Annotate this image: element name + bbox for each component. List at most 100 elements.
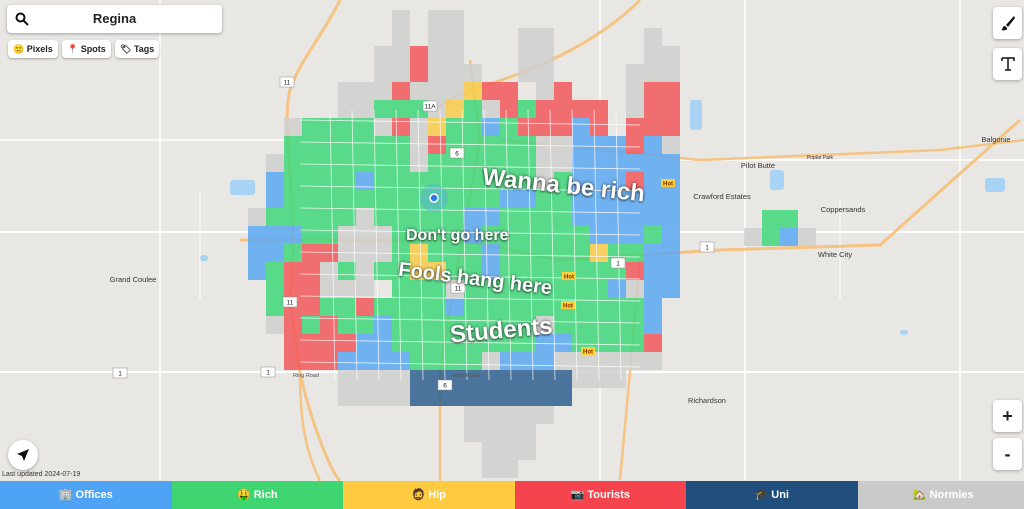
map-cell <box>536 136 554 154</box>
map-cell <box>662 280 680 298</box>
map-cell <box>356 154 374 172</box>
map: Pilot Butte Balgonie Crawford Estates Coppe… <box>0 0 1024 481</box>
category-tab[interactable]: 🤑 Rich <box>171 481 343 509</box>
map-cell <box>608 298 626 316</box>
map-tag[interactable]: Don't go here <box>406 227 509 244</box>
category-tab[interactable]: 🏡 Normies <box>857 481 1024 509</box>
map-cell <box>554 118 572 136</box>
map-cell <box>482 154 500 172</box>
place-label: Crawford Estates <box>693 192 751 201</box>
map-cell <box>446 298 464 316</box>
map-cell <box>662 262 680 280</box>
map-cell <box>410 334 428 352</box>
map-cell <box>482 388 500 406</box>
map-cell <box>374 82 392 100</box>
map-cell <box>572 172 590 190</box>
shield-box <box>279 76 295 88</box>
map-cell <box>644 226 662 244</box>
shield-box <box>437 379 453 391</box>
place-label: Coppersands <box>821 205 866 214</box>
locate-button[interactable] <box>8 440 38 470</box>
map-cell <box>644 352 662 370</box>
water <box>770 170 784 190</box>
map-cell <box>392 10 410 28</box>
tab-label: Offices <box>75 489 113 501</box>
map-cell <box>590 280 608 298</box>
category-tab[interactable]: 📷 Tourists <box>514 481 686 509</box>
text-button[interactable] <box>993 48 1022 80</box>
road <box>299 141 641 148</box>
brush-button[interactable] <box>993 7 1022 39</box>
map-cell <box>446 262 464 280</box>
road-shield: 11 <box>450 282 466 294</box>
category-tab[interactable]: 🏢 Offices <box>0 481 172 509</box>
map-cell <box>338 226 356 244</box>
map-cell <box>536 100 554 118</box>
map-cell <box>608 334 626 352</box>
map-cell <box>338 118 356 136</box>
map-cell <box>518 100 536 118</box>
map-cell <box>590 136 608 154</box>
map-cell <box>320 244 338 262</box>
map-cell <box>392 316 410 334</box>
map-cell <box>500 460 518 478</box>
map-cell <box>500 100 518 118</box>
map-cell <box>590 262 608 280</box>
map-cell <box>554 280 572 298</box>
road <box>571 109 578 381</box>
map-cell <box>518 388 536 406</box>
map-cell <box>446 334 464 352</box>
chip[interactable]: 🏷 Tags <box>115 40 160 58</box>
map-cell <box>374 100 392 118</box>
place-label: Richardson <box>688 396 726 405</box>
map-cell <box>464 64 482 82</box>
chip-icon: 🙂 <box>13 44 25 54</box>
search-box[interactable]: Regina <box>7 5 222 33</box>
map-cell <box>356 298 374 316</box>
map-cell <box>338 316 356 334</box>
map-cell <box>554 100 572 118</box>
map-cell <box>356 388 374 406</box>
map-cell <box>500 208 518 226</box>
map-cell <box>464 262 482 280</box>
tab-label: Uni <box>771 489 789 501</box>
map-cell <box>266 172 284 190</box>
map-cell <box>644 154 662 172</box>
map-cell <box>446 28 464 46</box>
map-cell <box>590 226 608 244</box>
map-cell <box>518 262 536 280</box>
map-cell <box>356 262 374 280</box>
category-tab[interactable]: 🎓 Uni <box>686 481 858 509</box>
road <box>299 119 641 126</box>
map-cell <box>392 154 410 172</box>
map-cell <box>338 388 356 406</box>
map-cell <box>626 334 644 352</box>
zoom-in[interactable]: + <box>993 400 1022 432</box>
map-cell <box>626 154 644 172</box>
map-cell <box>500 370 518 388</box>
shield-label: 11 <box>287 300 294 307</box>
map-cell <box>374 352 392 370</box>
map-cell <box>302 118 320 136</box>
map-cell <box>626 190 644 208</box>
map-cell <box>798 228 816 246</box>
tab-icon: 🏢 <box>58 489 73 501</box>
shield-box <box>260 366 276 378</box>
map-cell <box>410 280 428 298</box>
map-cell <box>374 370 392 388</box>
tab-label: Rich <box>253 489 278 501</box>
map-cell <box>554 352 572 370</box>
map-cell <box>410 46 428 64</box>
map-cell <box>284 334 302 352</box>
category-tab[interactable]: 🧔 Hip <box>343 481 515 509</box>
chip[interactable]: 🙂 Pixels <box>8 40 58 58</box>
zoom-out[interactable]: - <box>993 438 1022 470</box>
map-cell <box>482 190 500 208</box>
map-cell <box>590 190 608 208</box>
map-cell <box>446 172 464 190</box>
map-cell <box>590 316 608 334</box>
map-cell <box>302 154 320 172</box>
chip[interactable]: 📍 Spots <box>62 40 111 58</box>
shield-label: 1 <box>266 370 270 377</box>
hot-label: Hot <box>583 350 593 356</box>
